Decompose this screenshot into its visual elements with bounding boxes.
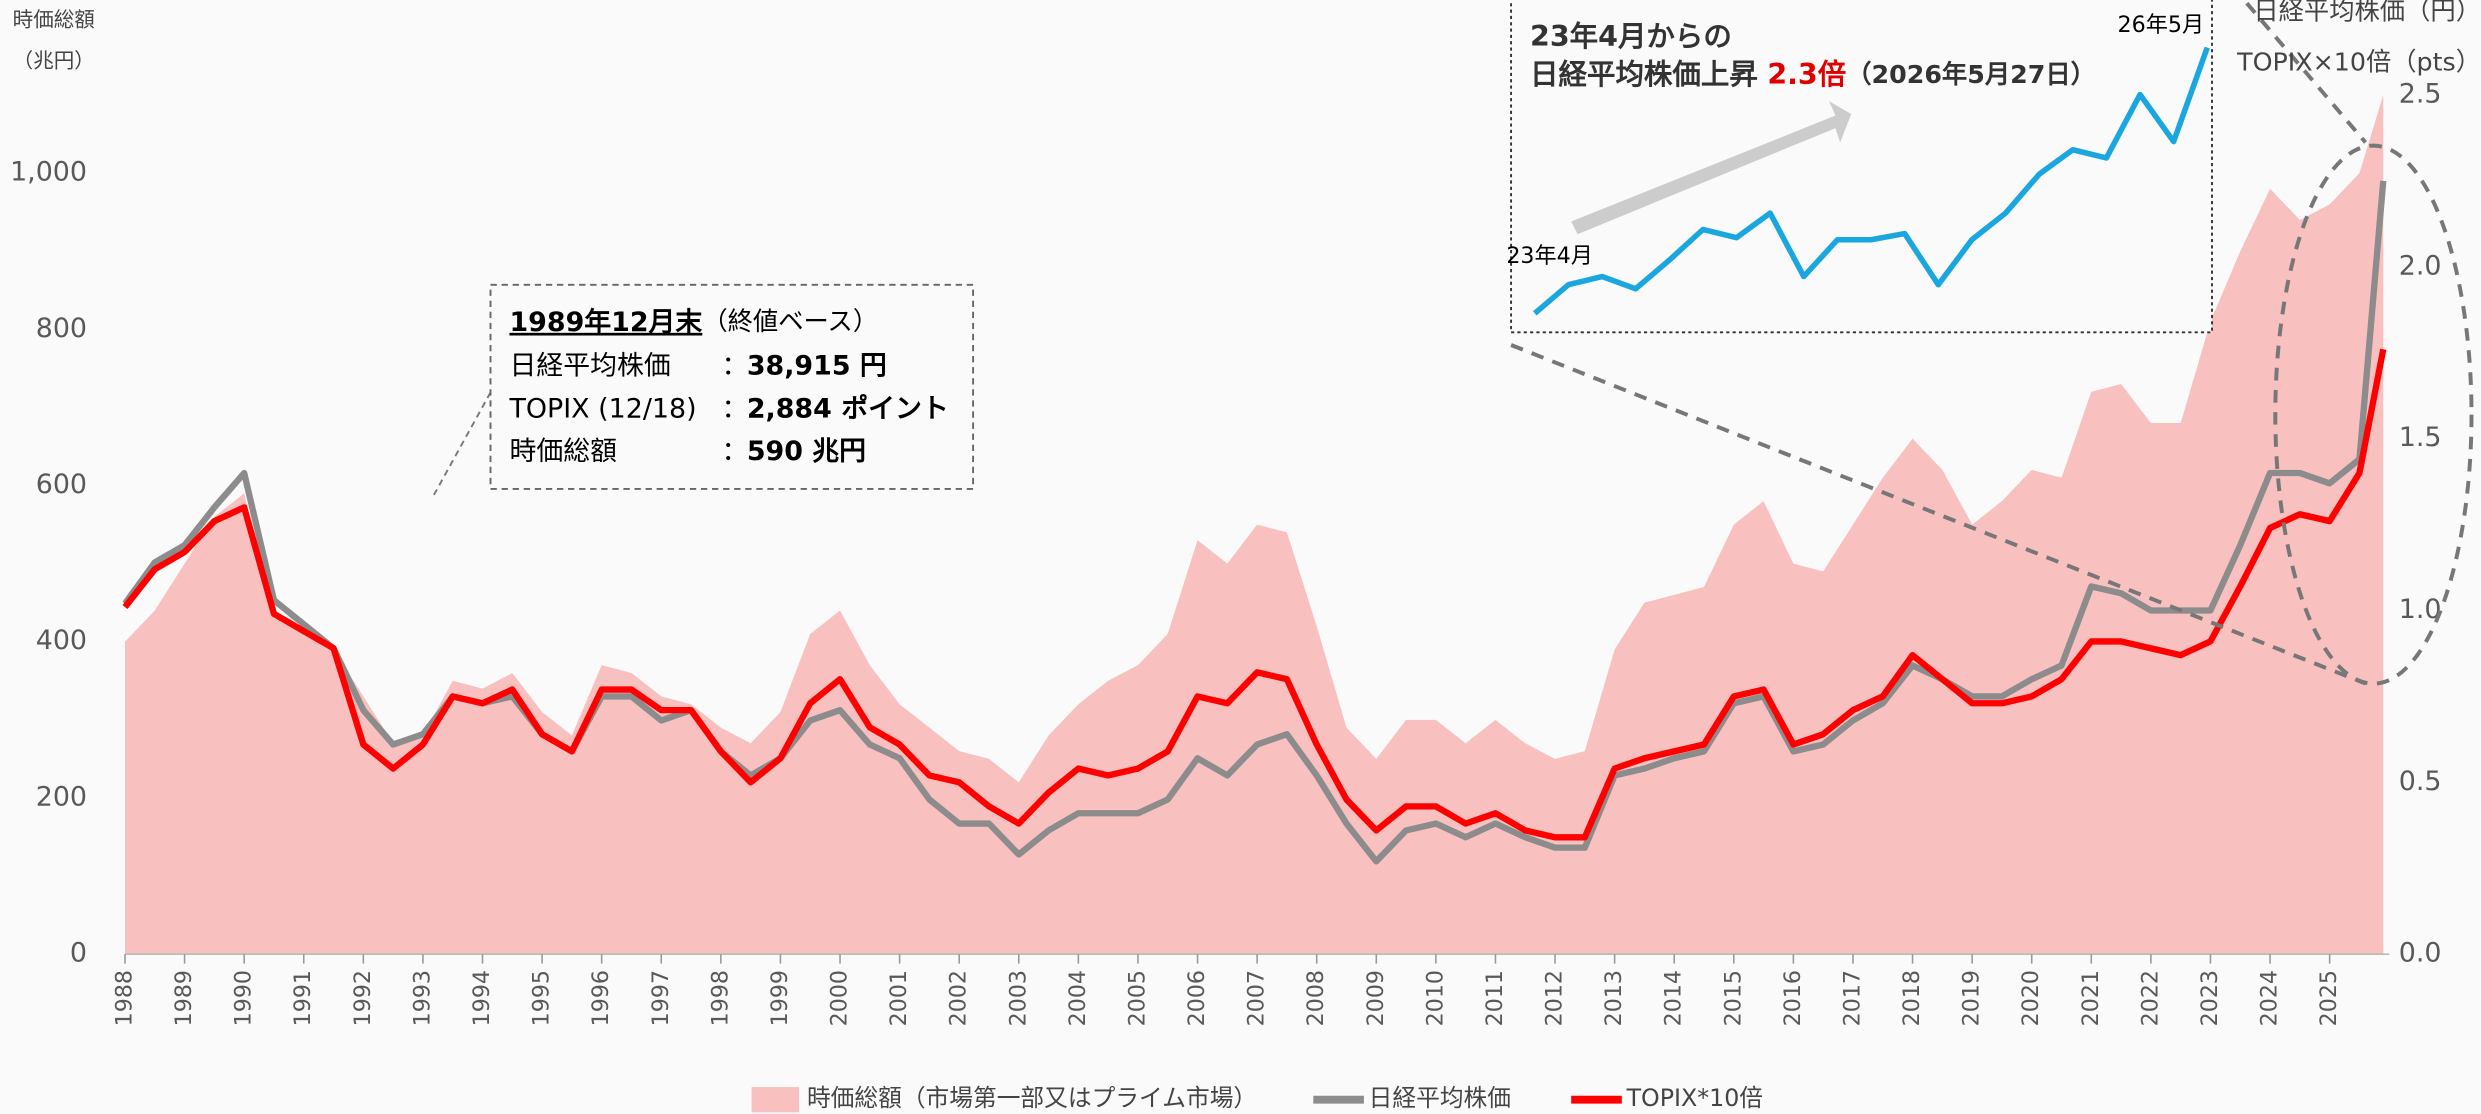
- annotation-heading-note: （終値ベース）: [702, 307, 878, 336]
- annotation-label: 時価総額: [509, 436, 617, 467]
- x-tick-label: 1988: [111, 970, 137, 1026]
- x-tick-label: 1992: [350, 970, 376, 1026]
- y2-tick-label: 2.0: [2399, 250, 2442, 281]
- y-tick-label: 400: [36, 625, 87, 656]
- x-tick-label: 1997: [648, 970, 674, 1026]
- x-tick-label: 2002: [946, 970, 972, 1026]
- legend-label: 日経平均株価: [1369, 1084, 1511, 1112]
- y-tick-label: 800: [36, 313, 87, 344]
- annotation-box: [489, 283, 975, 490]
- x-tick-label: 2009: [1363, 970, 1389, 1026]
- legend-swatch: [751, 1087, 800, 1113]
- annotation-label: 日経平均株価: [509, 351, 670, 382]
- x-tick-label: 1991: [290, 970, 316, 1026]
- y2-tick-label: 1.0: [2399, 594, 2442, 625]
- annotation-sep: ：: [722, 393, 749, 424]
- annotation-value: 38,915 円: [747, 351, 887, 382]
- x-tick-label: 2010: [1422, 970, 1448, 1026]
- inset-arrow: [1571, 101, 1852, 235]
- y-axis-label: 時価総額: [13, 8, 95, 32]
- annotation-sep: ：: [722, 436, 749, 467]
- annotation-heading: 1989年12月末（終値ベース）: [509, 305, 878, 337]
- y-tick-label: 1,000: [10, 157, 87, 188]
- x-tick-label: 2007: [1244, 970, 1270, 1026]
- decorations: [431, 0, 2367, 686]
- x-tick-label: 2014: [1661, 970, 1687, 1026]
- x-tick-label: 1999: [767, 970, 793, 1026]
- inset-title: 23年4月からの: [1530, 20, 1732, 53]
- x-tick-label: 1989: [171, 970, 197, 1026]
- x-tick-label: 2017: [1839, 970, 1865, 1026]
- annotation-sep: ：: [722, 351, 749, 382]
- x-tick-label: 2020: [2018, 970, 2044, 1026]
- x-tick-label: 2004: [1065, 970, 1091, 1026]
- y2-axis-label: 日経平均株価（円）: [2253, 0, 2481, 26]
- plot: 1988 1989 1990 1991 1992 1993 1994 1995 1996 1997…: [10, 8, 2441, 1027]
- annotation-value: 2,884 ポイント: [747, 393, 949, 424]
- line: [122, 180, 2387, 865]
- y-tick-label: 200: [36, 781, 87, 812]
- x-tick-label: 2023: [2197, 970, 2223, 1026]
- x-tick-label: 2024: [2257, 970, 2283, 1026]
- y-tick-label: 0: [70, 938, 87, 969]
- x-tick-label: 2019: [1959, 970, 1985, 1026]
- x-tick-label: 2021: [2078, 970, 2104, 1026]
- x-tick-label: 2016: [1780, 970, 1806, 1026]
- x-tick-label: 2000: [827, 970, 853, 1026]
- callout-line: [431, 391, 492, 499]
- y2-tick-label: 0.5: [2399, 766, 2442, 797]
- legend-label: 時価総額（市場第一部又はプライム市場）: [807, 1084, 1257, 1112]
- x-tick-label: 2015: [1720, 970, 1746, 1026]
- annotation-label: TOPIX (12/18): [508, 393, 696, 424]
- x-tick-label: 2012: [1542, 970, 1568, 1026]
- y2-axis-label: TOPIX×10倍（pts）: [2236, 47, 2481, 76]
- inset-title-text: 日経平均株価上昇: [1530, 58, 1758, 91]
- inset-line: [1533, 46, 2210, 316]
- inset-end-label: 26年5月: [2118, 12, 2205, 38]
- x-tick-label: 1994: [469, 970, 495, 1026]
- inset-start-label: 23年4月: [1506, 243, 1593, 269]
- annotation-value: 590 兆円: [747, 436, 866, 467]
- x-tick-label: 2022: [2137, 970, 2163, 1026]
- x-tick-label: 1996: [588, 970, 614, 1026]
- inset-date: （2026年5月27日）: [1846, 60, 2096, 89]
- y-tick-label: 600: [36, 469, 87, 500]
- x-tick-label: 2006: [1184, 970, 1210, 1026]
- x-tick-label: 2025: [2316, 970, 2342, 1026]
- zoom-line: [2245, 1, 2367, 144]
- x-tick-label: 1995: [529, 970, 555, 1026]
- y2-tick-label: 1.5: [2399, 422, 2442, 453]
- inset-highlight: 2.3倍: [1767, 58, 1846, 91]
- x-tick-label: 2008: [1303, 970, 1329, 1026]
- y2-tick-label: 0.0: [2399, 938, 2442, 969]
- highlight-ellipse: [2273, 143, 2474, 686]
- x-tick-label: 1990: [231, 970, 257, 1026]
- x-tick-label: 1998: [707, 970, 733, 1026]
- y2-tick-label: 2.5: [2399, 78, 2442, 109]
- line: [122, 348, 2387, 841]
- annotation-heading-date: 1989年12月末: [509, 305, 702, 337]
- y-axis-label: （兆円）: [13, 49, 95, 73]
- x-tick-label: 2011: [1482, 970, 1508, 1026]
- x-tick-label: 2013: [1601, 970, 1627, 1026]
- legend-label: TOPIX*10倍: [1626, 1084, 1763, 1112]
- inset-title: 日経平均株価上昇 2.3倍（2026年5月27日）: [1530, 58, 2096, 91]
- x-tick-label: 1993: [409, 970, 435, 1026]
- x-tick-label: 2001: [886, 970, 912, 1026]
- area: [124, 94, 2384, 955]
- x-tick-label: 2018: [1899, 970, 1925, 1026]
- inset-frame: [1510, 0, 2213, 334]
- x-tick-label: 2005: [1124, 970, 1150, 1026]
- x-tick-label: 2003: [1005, 970, 1031, 1026]
